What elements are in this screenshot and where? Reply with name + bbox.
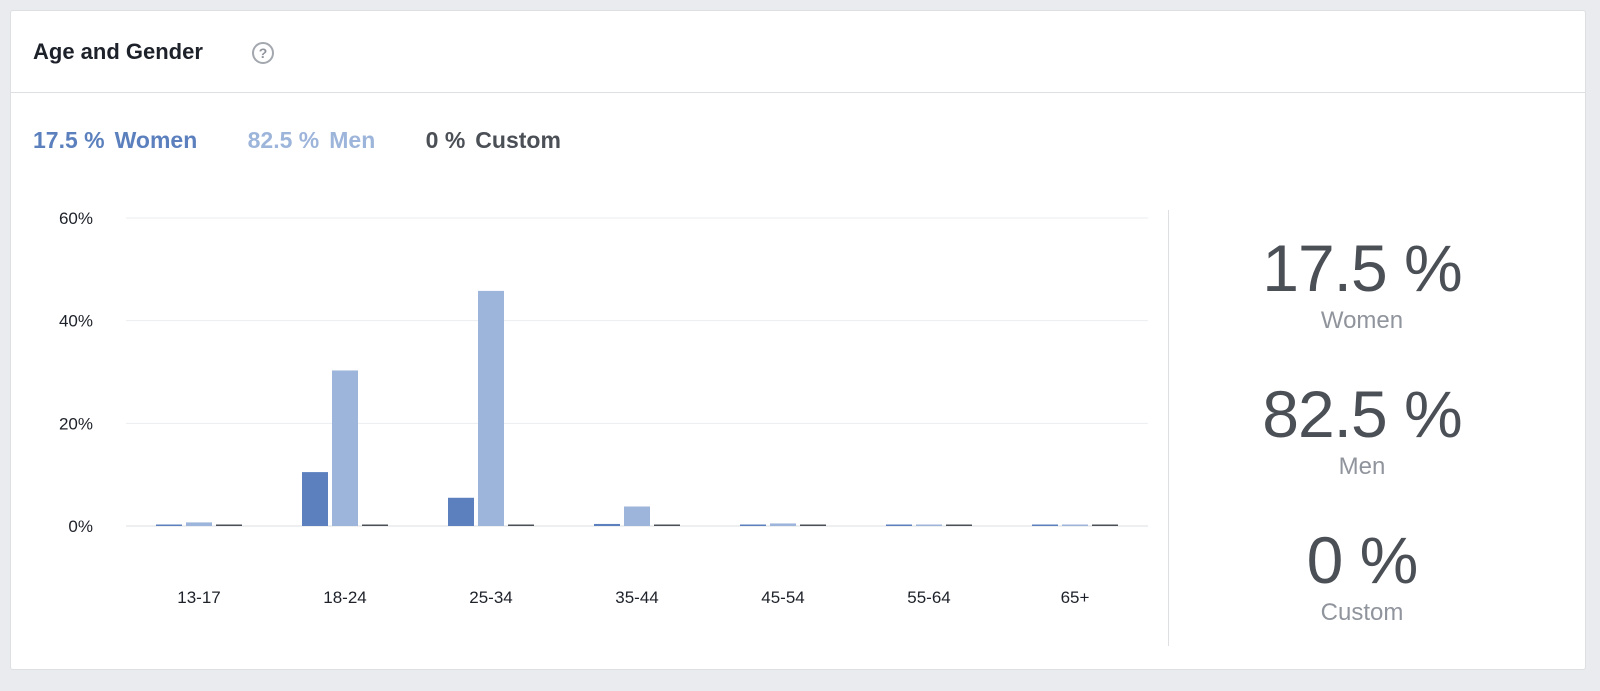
bar-custom-25-34 [508, 524, 534, 526]
x-tick-label: 65+ [1061, 588, 1090, 607]
bar-women-35-44 [594, 523, 620, 526]
bar-men-18-24 [332, 370, 358, 526]
summary-men-value: 82.5 % [1262, 377, 1462, 451]
bar-custom-13-17 [216, 524, 242, 526]
bar-men-55-64 [916, 524, 942, 526]
bar-men-45-54 [770, 523, 796, 526]
bar-women-55-64 [886, 524, 912, 526]
bar-women-25-34 [448, 497, 474, 526]
bar-custom-65+ [1092, 524, 1118, 526]
x-tick-label: 45-54 [761, 588, 804, 607]
summary-women-label: Women [1320, 307, 1404, 334]
chart-divider [1168, 210, 1169, 646]
y-tick-label: 0% [68, 517, 93, 536]
x-tick-label: 35-44 [615, 588, 658, 607]
summary-women: 17.5 % Women [1169, 235, 1555, 335]
legend-men-label: Men [329, 127, 376, 153]
y-tick-label: 20% [59, 414, 93, 433]
summary-men: 82.5 % Men [1169, 381, 1555, 481]
bar-women-13-17 [156, 524, 182, 526]
bar-men-35-44 [624, 506, 650, 526]
legend-custom: 0 % Custom [426, 127, 561, 154]
legend-women: 17.5 % Women [33, 127, 197, 154]
gender-legend: 17.5 % Women 82.5 % Men 0 % Custom [33, 127, 605, 154]
legend-women-pct: 17.5 % [33, 127, 105, 153]
summary-custom-value: 0 % [1306, 523, 1419, 597]
legend-men: 82.5 % Men [248, 127, 376, 154]
summary-men-label: Men [1338, 453, 1386, 480]
x-tick-label: 55-64 [907, 588, 950, 607]
bar-custom-45-54 [800, 524, 826, 526]
age-gender-bar-chart: 0% 20% 40% 60% 13-17 18-24 25-34 35-44 45-54 55-6… [59, 209, 1148, 607]
card-header: Age and Gender ? [11, 11, 1585, 93]
y-tick-label: 60% [59, 209, 93, 228]
bar-custom-55-64 [946, 524, 972, 526]
bar-women-65+ [1032, 524, 1058, 526]
x-tick-label: 18-24 [323, 588, 366, 607]
summary-women-value: 17.5 % [1262, 231, 1462, 305]
legend-custom-label: Custom [475, 127, 561, 153]
bar-custom-18-24 [362, 524, 388, 526]
help-icon[interactable]: ? [252, 42, 274, 64]
bar-men-13-17 [186, 522, 212, 526]
bar-women-18-24 [302, 472, 328, 526]
legend-custom-pct: 0 % [425, 127, 466, 153]
y-tick-label: 40% [59, 312, 93, 331]
bar-women-45-54 [740, 524, 766, 526]
summary-custom-label: Custom [1320, 599, 1404, 626]
card-title: Age and Gender [33, 39, 203, 64]
legend-women-label: Women [114, 127, 198, 153]
age-gender-card: Age and Gender ? 17.5 % Women 82.5 % Men 0… [10, 10, 1586, 670]
bar-men-25-34 [478, 290, 504, 526]
summary-custom: 0 % Custom [1169, 527, 1555, 627]
bar-men-65+ [1062, 524, 1088, 526]
x-tick-label: 25-34 [469, 588, 512, 607]
legend-men-pct: 82.5 % [247, 127, 320, 153]
bar-custom-35-44 [654, 524, 680, 526]
x-tick-label: 13-17 [177, 588, 220, 607]
